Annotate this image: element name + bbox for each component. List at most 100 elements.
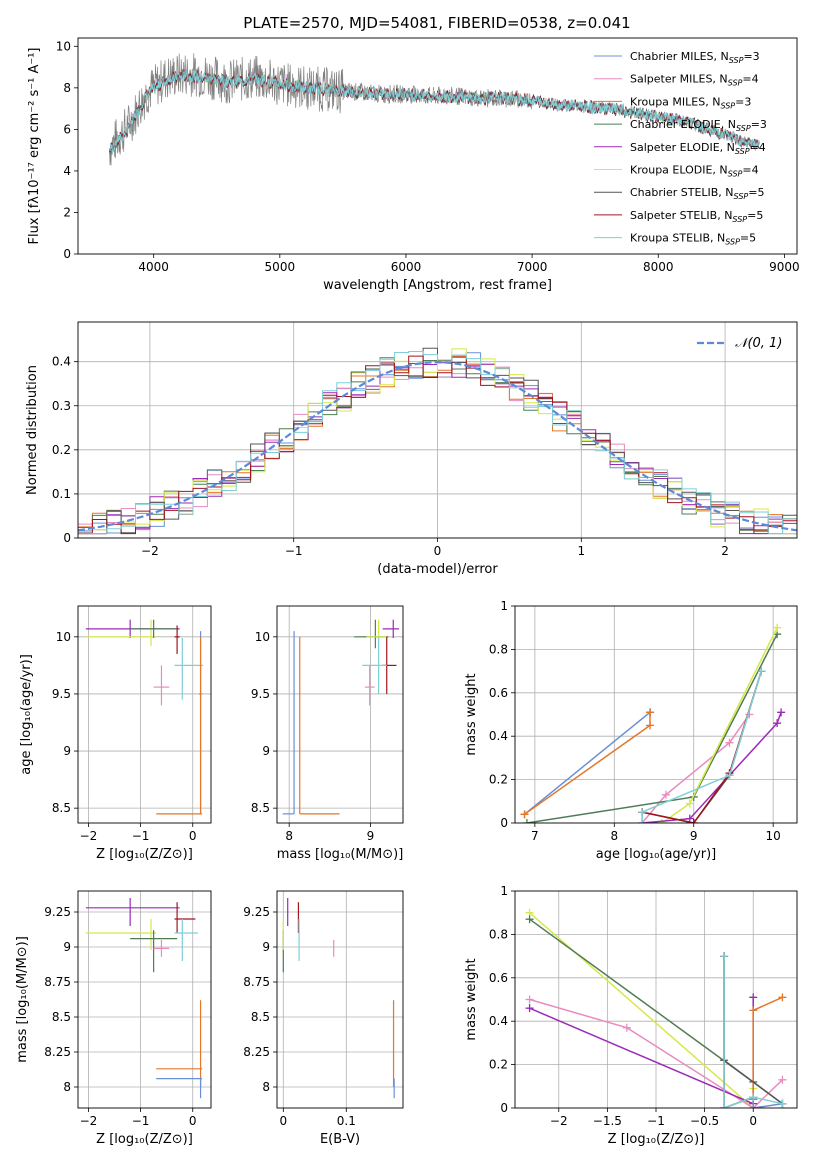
- massweight_vs_Z-frame: [514, 890, 798, 1109]
- x-axis-label: Z [log₁₀(Z/Z⊙)]: [96, 1132, 193, 1147]
- y-tick-label: 1: [500, 599, 508, 613]
- spectrum-plot-area: [109, 53, 760, 166]
- mass-weight-line: [524, 711, 651, 815]
- x-axis-label: wavelength [Angstrom, rest frame]: [323, 278, 552, 293]
- y-tick-label: 10: [56, 39, 71, 53]
- histogram-series: [78, 348, 797, 535]
- mass-weight-marker: [638, 808, 647, 817]
- y-tick-label: 0.2: [52, 443, 71, 457]
- y-tick-label: 8.5: [251, 801, 270, 815]
- mass-weight-marker: [622, 1023, 631, 1032]
- age_vs_Z-frame: [77, 605, 212, 824]
- x-tick-label: 0: [749, 1114, 757, 1128]
- errorbar-point: [156, 636, 203, 815]
- mass-weight-line: [529, 998, 783, 1108]
- y-axis-label: age [log₁₀(age/yr)]: [19, 654, 34, 775]
- legend-entry: Salpeter STELIB, NSSP=5: [630, 209, 763, 224]
- y-tick-label: 8.75: [243, 975, 270, 989]
- x-axis-label: E(B-V): [320, 1132, 360, 1147]
- legend-entry: Chabrier STELIB, NSSP=5: [630, 186, 764, 201]
- x-axis-label: (data-model)/error: [377, 562, 498, 577]
- spectrum-model-line: [109, 68, 760, 153]
- errorbar-point: [382, 619, 399, 638]
- y-tick-label: 0.4: [52, 355, 71, 369]
- errorbar-point: [299, 636, 340, 815]
- massweight_vs_Z-plot-area: [515, 891, 797, 1108]
- x-tick-label: −2: [80, 1114, 98, 1128]
- x-tick-label: 9000: [769, 260, 800, 274]
- y-tick-label: 0.4: [489, 1014, 508, 1028]
- mass-weight-marker: [685, 814, 694, 823]
- y-tick-label: 8: [63, 1080, 71, 1094]
- mass-weight-marker: [757, 667, 766, 676]
- x-tick-label: 0: [279, 1114, 287, 1128]
- mass-weight-marker: [720, 952, 729, 961]
- age_vs_Z-plot-area: [78, 606, 211, 823]
- errorbar-point: [282, 631, 295, 815]
- legend-entry: 𝒩(0, 1): [735, 336, 782, 351]
- mass-weight-marker: [646, 708, 655, 717]
- y-tick-label: 8.25: [243, 1045, 270, 1059]
- errorbar-point: [85, 919, 157, 950]
- x-axis-label: age [log₁₀(age/yr)]: [596, 847, 717, 862]
- y-tick-label: 1: [500, 884, 508, 898]
- y-tick-label: 0.6: [489, 971, 508, 985]
- y-tick-label: 4: [63, 164, 71, 178]
- y-axis-label: mass weight: [464, 958, 479, 1040]
- y-tick-label: 0: [63, 531, 71, 545]
- y-axis-label: Normed distribution: [25, 365, 40, 495]
- legend-entry: Chabrier MILES, NSSP=3: [630, 50, 760, 65]
- errorbar-point: [174, 625, 180, 654]
- legend-entry: Kroupa STELIB, NSSP=5: [630, 232, 756, 247]
- residuals-panel: −2 −1 0 1 2 0 0.1 0.2 0.3 0.4 (data-model)/error No…: [25, 321, 798, 577]
- x-tick-label: 2: [721, 544, 729, 558]
- residuals-plot-area: [78, 322, 797, 538]
- x-tick-label: 0.1: [337, 1114, 356, 1128]
- mass-weight-marker: [525, 1004, 534, 1013]
- mass-weight-marker: [778, 993, 787, 1002]
- massweight_vs_age-frame: [514, 605, 798, 824]
- mass-vs-metallicity-panel: −2 −1 0 8 8.25 8.5 8.75 9 9.25 Z [log₁₀(Z/Z⊙)] mas…: [15, 890, 212, 1147]
- normal-curve: [78, 360, 797, 532]
- y-tick-label: 10: [255, 630, 270, 644]
- x-tick-label: 1: [577, 544, 585, 558]
- spectrum-panel: 4000 5000 6000 7000 8000 9000 0 2 4 6 8 10 wavelengt…: [27, 37, 800, 293]
- figure-title: PLATE=2570, MJD=54081, FIBERID=0538, z=0…: [243, 14, 630, 32]
- mass_vs_Z-frame: [77, 890, 212, 1109]
- massweight_vs_age-plot-area: [515, 606, 797, 823]
- x-tick-label: 0: [434, 544, 442, 558]
- x-tick-label: 4000: [138, 260, 169, 274]
- x-tick-label: −1: [132, 1114, 150, 1128]
- y-tick-label: 9: [262, 744, 270, 758]
- errorbar-point: [174, 637, 204, 700]
- mass_vs_EBV-frame: [276, 890, 404, 1109]
- mass-weight-vs-metallicity-panel: −2 −1.5 −1 −0.5 0 0 0.2 0.4 0.6 0.8 1 Z [log₁₀(Z/Z⊙…: [464, 884, 798, 1147]
- errorbar-point: [156, 1000, 203, 1087]
- age_vs_mass-grid: [277, 606, 403, 823]
- mass-weight-marker: [689, 819, 698, 823]
- mass-weight-marker: [778, 1099, 787, 1108]
- errorbar-point: [130, 930, 178, 973]
- spectrum-frame: [77, 37, 798, 255]
- x-tick-label: −1: [285, 544, 303, 558]
- mass-weight-line: [723, 956, 754, 1108]
- x-tick-label: 7: [531, 829, 539, 843]
- mass-weight-marker: [638, 819, 647, 823]
- residuals-frame: [77, 321, 798, 539]
- errorbar-point: [85, 898, 180, 926]
- mass-weight-marker: [777, 708, 786, 717]
- mass-weight-vs-age-panel: 7 8 9 10 0 0.2 0.4 0.6 0.8 1 age [log₁₀(age/yr)] ma…: [464, 599, 798, 862]
- mass-weight-marker: [522, 819, 531, 823]
- x-tick-label: −2: [141, 544, 159, 558]
- mass-weight-marker: [725, 738, 734, 747]
- y-tick-label: 9: [262, 940, 270, 954]
- errorbar-point: [85, 619, 157, 646]
- y-tick-label: 9: [63, 744, 71, 758]
- y-tick-label: 0.1: [52, 487, 71, 501]
- mass-weight-marker: [749, 1006, 758, 1015]
- mass-weight-marker: [661, 790, 670, 799]
- errorbar-point: [354, 619, 389, 649]
- y-tick-label: 0.6: [489, 686, 508, 700]
- mass-weight-marker: [525, 995, 534, 1004]
